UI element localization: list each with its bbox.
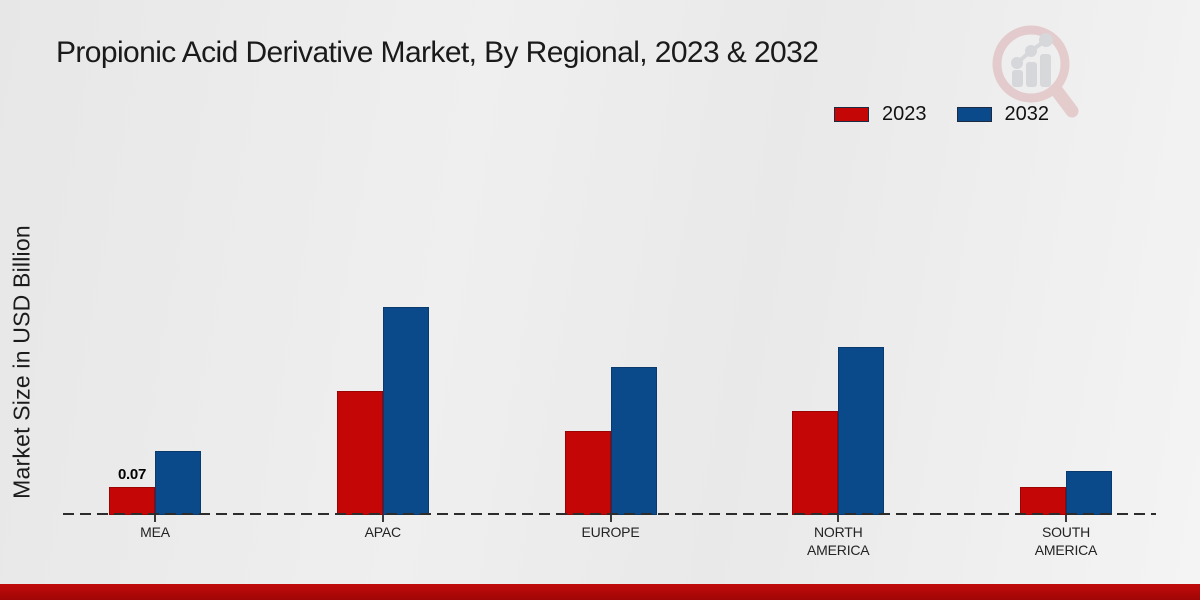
bottom-accent-bar <box>0 584 1200 600</box>
x-axis-tick-mea <box>154 515 156 522</box>
x-axis-label-apac: APAC <box>364 524 401 540</box>
x-axis-label-south-america: SOUTH AMERICA <box>1034 524 1098 559</box>
legend-item-2032: 2032 <box>956 103 1050 126</box>
data-label-2023-mea: 0.07 <box>118 466 146 483</box>
legend-swatch-2032 <box>956 107 992 122</box>
x-axis-label-europe: EUROPE <box>581 524 640 540</box>
bar-2032-apac <box>382 307 429 515</box>
legend-label-2032: 2032 <box>1004 103 1050 125</box>
magnifier-growth-chart-logo <box>992 25 1079 118</box>
x-axis-tick-europe <box>609 515 612 522</box>
bar-2023-apac <box>336 391 383 515</box>
y-axis-title: Market Size in USD Billion <box>8 225 35 499</box>
chart-title: Propionic Acid Derivative Market, By Reg… <box>56 36 819 69</box>
legend-item-2023: 2023 <box>834 103 927 126</box>
legend: 2023 2032 <box>834 103 1049 126</box>
x-axis-baseline <box>63 513 1156 515</box>
x-axis-label-north-america: NORTH AMERICA <box>807 524 870 559</box>
bar-2032-europe <box>610 367 657 515</box>
bar-2032-mea <box>155 451 201 515</box>
x-axis-tick-south-america <box>1065 515 1067 522</box>
bar-2023-north-america <box>792 411 839 515</box>
bar-2023-south-america <box>1020 487 1066 515</box>
bar-2032-south-america <box>1066 471 1112 515</box>
legend-label-2023: 2023 <box>882 103 927 125</box>
legend-swatch-2023 <box>834 107 869 122</box>
bar-2023-mea <box>109 487 155 515</box>
bar-2032-north-america <box>838 347 885 515</box>
x-axis-tick-apac <box>381 515 384 522</box>
x-axis-tick-north-america <box>837 515 840 522</box>
bar-2023-europe <box>564 431 611 515</box>
x-axis-label-mea: MEA <box>140 524 170 540</box>
